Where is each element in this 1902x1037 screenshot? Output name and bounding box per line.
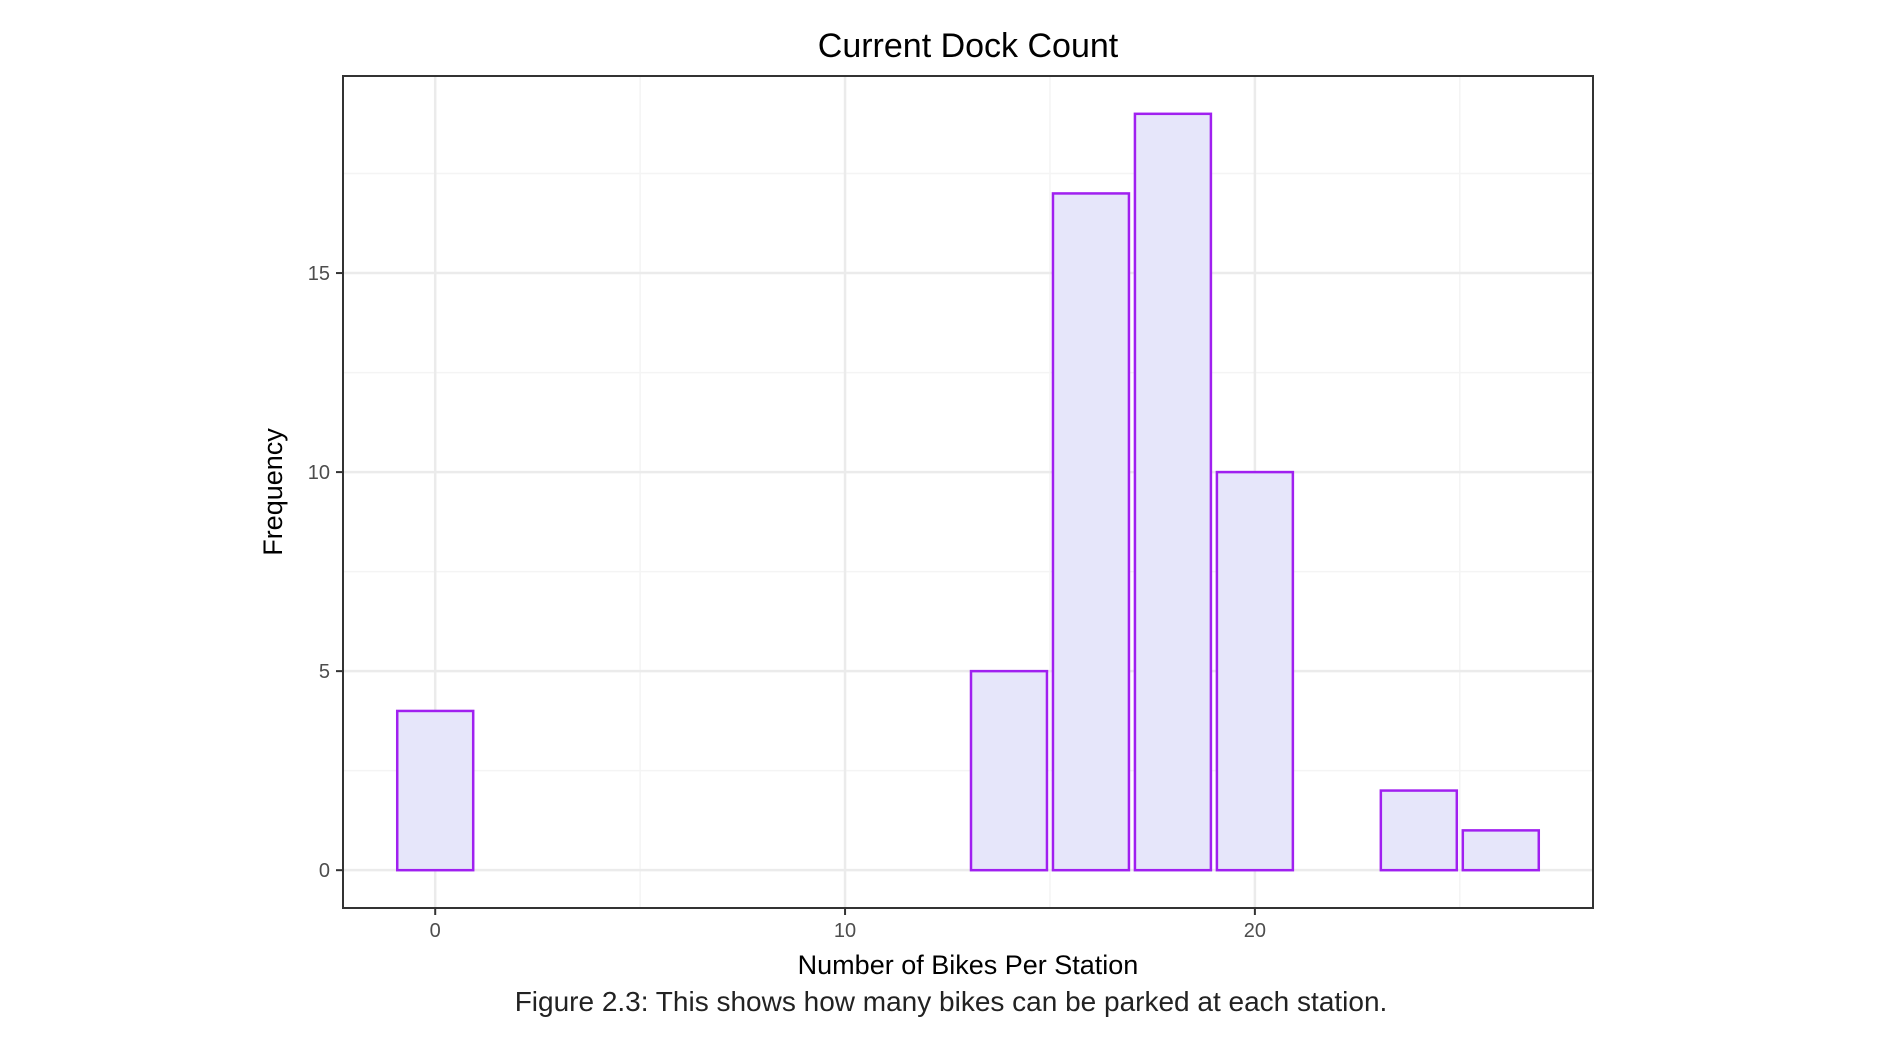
histogram-bar — [1051, 192, 1131, 872]
histogram-bar — [969, 669, 1049, 872]
histogram-bar — [1379, 789, 1459, 872]
histogram-bar — [1461, 829, 1541, 872]
y-tick-label: 15 — [308, 263, 330, 285]
panel-border — [342, 75, 1594, 909]
grid-lines — [343, 76, 1593, 908]
y-tick-label: 5 — [319, 661, 330, 683]
histogram-bar — [1215, 470, 1295, 872]
x-tick-label: 20 — [1244, 920, 1266, 942]
x-tick-label: 10 — [834, 920, 856, 942]
x-axis-title: Number of Bikes Per Station — [798, 950, 1139, 980]
y-axis-title: Frequency — [258, 428, 288, 556]
axis-ticks: 0 10 20 0 5 10 15 — [308, 263, 1266, 942]
x-tick-label: 0 — [430, 920, 441, 942]
figure-caption: Figure 2.3: This shows how many bikes ca… — [514, 986, 1388, 1017]
chart-title: Current Dock Count — [818, 27, 1119, 65]
histogram-bar — [1133, 112, 1213, 872]
y-tick-label: 10 — [308, 462, 330, 484]
y-tick-label: 0 — [319, 860, 330, 882]
histogram-bar — [395, 709, 475, 872]
histogram-bars — [395, 112, 1541, 872]
